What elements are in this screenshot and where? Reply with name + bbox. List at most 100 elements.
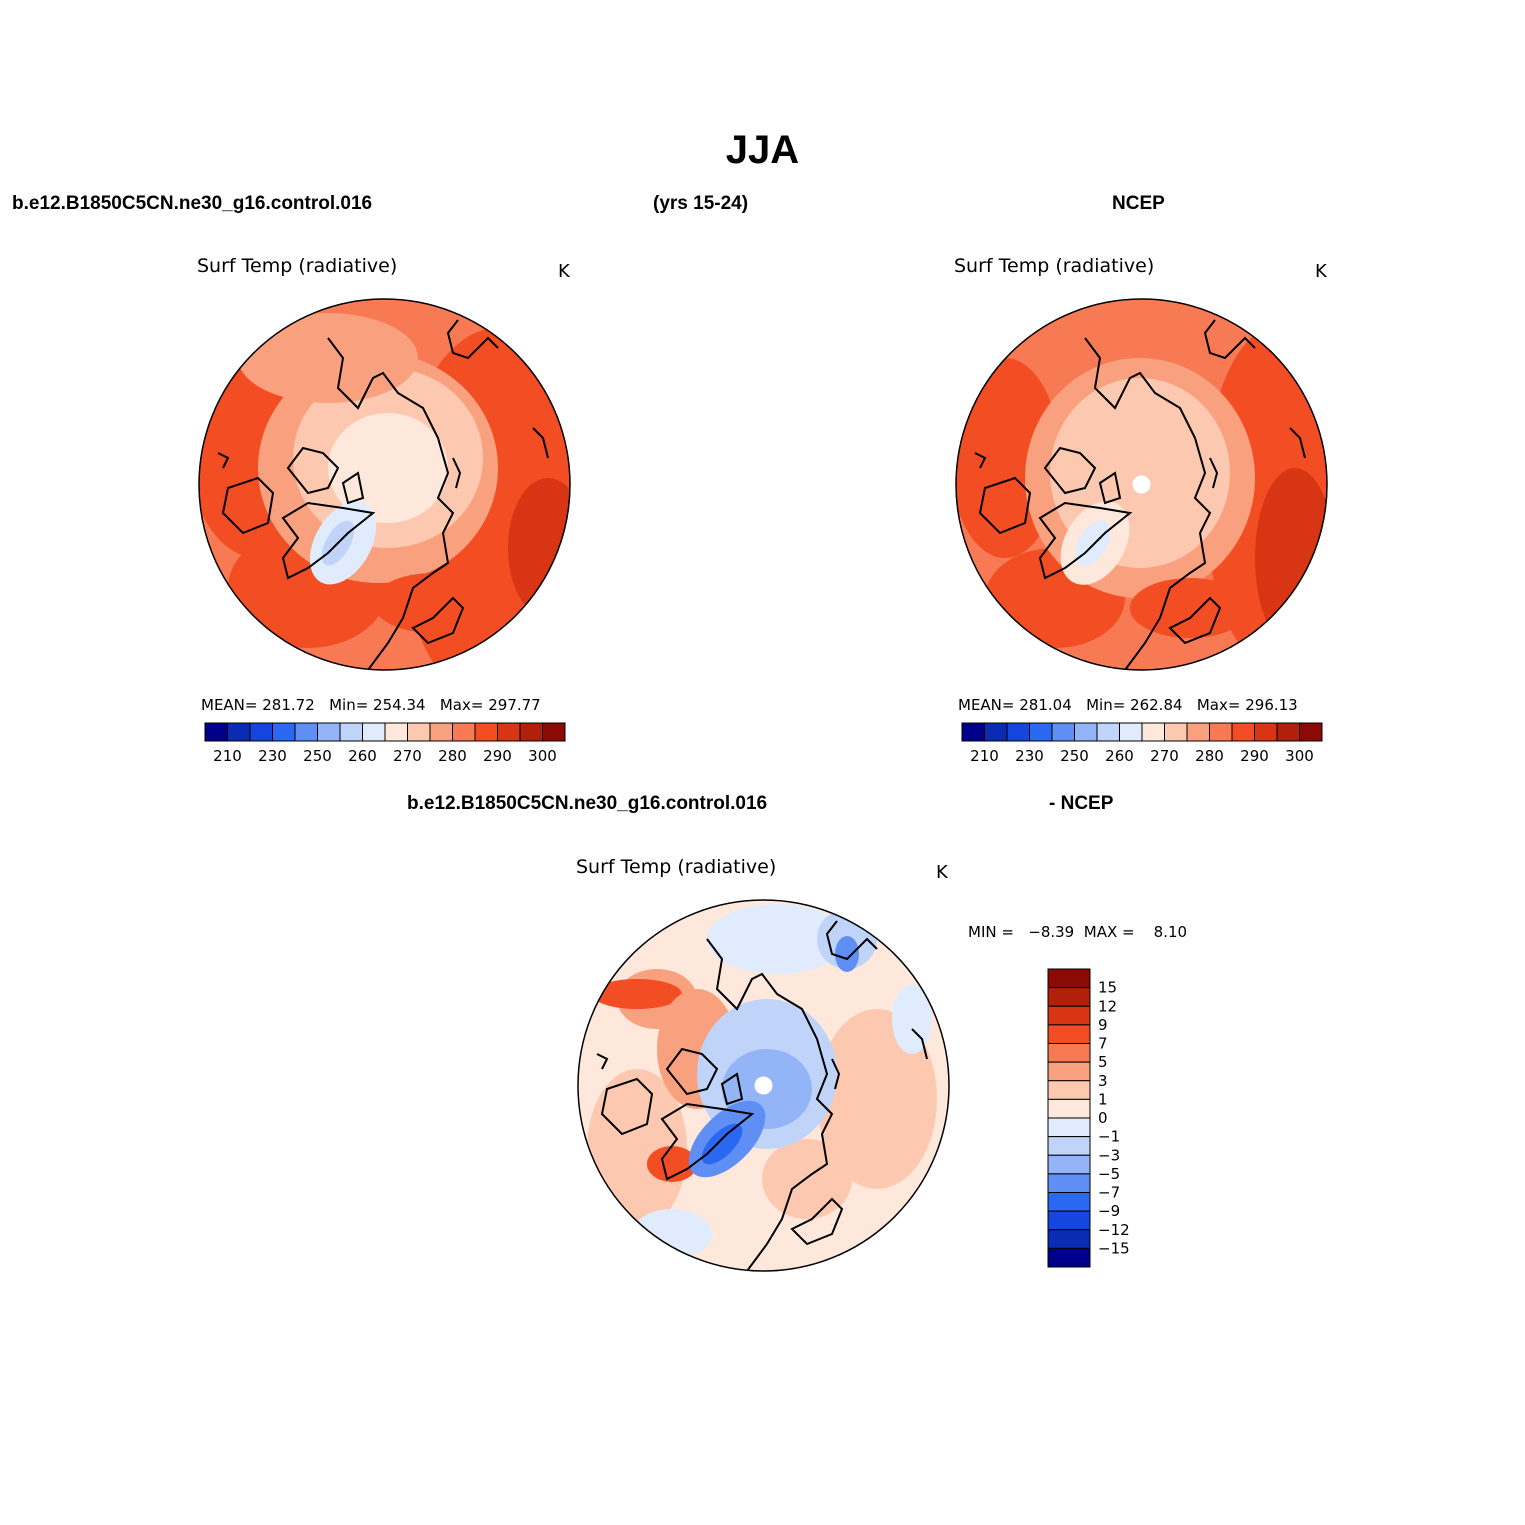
colorbar-swatch: [452, 722, 476, 742]
colorbar-tick-label: 290: [483, 747, 512, 765]
obs-mean-label: MEAN=: [958, 696, 1015, 714]
colorbar-swatch: [339, 722, 363, 742]
colorbar-tick-label: 300: [528, 747, 557, 765]
model-min-value: 254.34: [373, 696, 426, 714]
colorbar-tick-label: 300: [1285, 747, 1314, 765]
diff-case-label: b.e12.B1850C5CN.ne30_g16.control.016: [407, 793, 768, 814]
colorbar-swatch: [1047, 1173, 1091, 1193]
obs-min-label: Min=: [1086, 696, 1126, 714]
colorbar-swatch: [1209, 722, 1233, 742]
colorbar-tick-label: 12: [1098, 997, 1117, 1015]
colorbar-swatch: [474, 722, 498, 742]
obs-polar-map: [955, 298, 1328, 671]
colorbar-tick-label: 270: [393, 747, 422, 765]
colorbar-swatch: [1047, 968, 1091, 989]
case-name-label: b.e12.B1850C5CN.ne30_g16.control.016: [12, 193, 373, 214]
colorbar-swatch: [317, 722, 341, 742]
model-mean-label: MEAN=: [201, 696, 258, 714]
colorbar-swatch: [1047, 1154, 1091, 1175]
diff-obs-label: - NCEP: [1049, 793, 1114, 814]
colorbar-swatch: [1047, 1005, 1091, 1026]
colorbar-tick-label: −12: [1098, 1221, 1130, 1239]
colorbar-tick-label: 5: [1098, 1053, 1108, 1071]
colorbar-swatch: [1047, 1210, 1091, 1231]
colorbar-swatch: [1047, 1192, 1091, 1212]
colorbar-tick-label: −7: [1098, 1184, 1120, 1202]
colorbar-swatch: [1164, 722, 1188, 742]
colorbar-swatch: [1096, 722, 1120, 742]
colorbar-swatch: [984, 722, 1008, 742]
obs-mean-value: 281.04: [1019, 696, 1072, 714]
diff-max-label: MAX =: [1083, 923, 1135, 941]
colorbar-tick-label: 9: [1098, 1016, 1108, 1034]
colorbar-swatch: [272, 722, 296, 742]
colorbar-swatch: [1276, 722, 1300, 742]
model-panel-units: K: [558, 261, 570, 282]
obs-name-label: NCEP: [1112, 193, 1165, 214]
obs-min-value: 262.84: [1130, 696, 1183, 714]
diff-panel-units: K: [936, 862, 948, 883]
obs-stats: MEAN= 281.04 Min= 262.84 Max= 296.13: [958, 696, 1298, 714]
colorbar-tick-label: 260: [348, 747, 377, 765]
diff-stats: MIN = −8.39 MAX = 8.10: [968, 923, 1187, 941]
colorbar-swatch: [961, 722, 985, 742]
colorbar-tick-label: 1: [1098, 1090, 1108, 1108]
colorbar-swatch: [362, 722, 386, 742]
colorbar-swatch: [249, 722, 273, 742]
model-panel-title: Surf Temp (radiative): [197, 255, 398, 277]
model-stats: MEAN= 281.72 Min= 254.34 Max= 297.77: [201, 696, 541, 714]
colorbar-swatch: [1074, 722, 1098, 742]
colorbar-swatch: [407, 722, 431, 742]
colorbar-swatch: [429, 722, 453, 742]
diff-max-value: 8.10: [1153, 923, 1188, 941]
model-polar-map: [198, 298, 571, 671]
colorbar-tick-label: 3: [1098, 1072, 1108, 1090]
colorbar-swatch: [519, 722, 543, 742]
obs-colorbar: 210 230 250 260 270 280 290 300: [961, 722, 1323, 765]
diff-panel-title: Surf Temp (radiative): [576, 856, 777, 878]
colorbar-tick-label: 230: [258, 747, 287, 765]
figure-title: JJA: [725, 128, 800, 172]
obs-panel-title: Surf Temp (radiative): [954, 255, 1155, 277]
colorbar-swatch: [1047, 1117, 1091, 1138]
colorbar-tick-label: −1: [1098, 1128, 1120, 1146]
colorbar-swatch: [1254, 722, 1278, 742]
colorbar-swatch: [1029, 722, 1053, 742]
years-label: (yrs 15-24): [653, 193, 749, 214]
colorbar-tick-label: −15: [1098, 1239, 1130, 1257]
colorbar-swatch: [1141, 722, 1165, 742]
colorbar-swatch: [294, 722, 318, 742]
colorbar-swatch: [1051, 722, 1075, 742]
colorbar-tick-label: 280: [438, 747, 467, 765]
colorbar-swatch: [384, 722, 408, 742]
colorbar-swatch: [1119, 722, 1143, 742]
colorbar-tick-label: 290: [1240, 747, 1269, 765]
colorbar-tick-label: −3: [1098, 1146, 1120, 1164]
colorbar-tick-label: 250: [1060, 747, 1089, 765]
colorbar-tick-label: 0: [1098, 1109, 1108, 1127]
colorbar-swatch: [1047, 1024, 1091, 1044]
colorbar-tick-label: −5: [1098, 1165, 1120, 1183]
colorbar-swatch: [1231, 722, 1255, 742]
colorbar-tick-label: 270: [1150, 747, 1179, 765]
diff-polar-map: [577, 899, 950, 1272]
colorbar-swatch: [1006, 722, 1030, 742]
colorbar-swatch: [1047, 1061, 1091, 1082]
colorbar-swatch: [1047, 1229, 1091, 1249]
colorbar-swatch: [542, 722, 566, 742]
model-mean-value: 281.72: [262, 696, 315, 714]
colorbar-swatch: [1047, 1247, 1091, 1268]
obs-panel-units: K: [1315, 261, 1327, 282]
colorbar-swatch: [1299, 722, 1323, 742]
colorbar-swatch: [1047, 1080, 1091, 1100]
colorbar-swatch: [1047, 1043, 1091, 1063]
model-max-label: Max=: [439, 696, 484, 714]
obs-max-value: 296.13: [1245, 696, 1298, 714]
colorbar-tick-label: 7: [1098, 1035, 1108, 1053]
colorbar-swatch: [1047, 1098, 1091, 1119]
colorbar-swatch: [1047, 1136, 1091, 1156]
model-colorbar: 210 230 250 260 270 280 290 300: [204, 722, 566, 765]
colorbar-tick-label: 15: [1098, 979, 1117, 997]
obs-max-label: Max=: [1196, 696, 1241, 714]
model-min-label: Min=: [329, 696, 369, 714]
